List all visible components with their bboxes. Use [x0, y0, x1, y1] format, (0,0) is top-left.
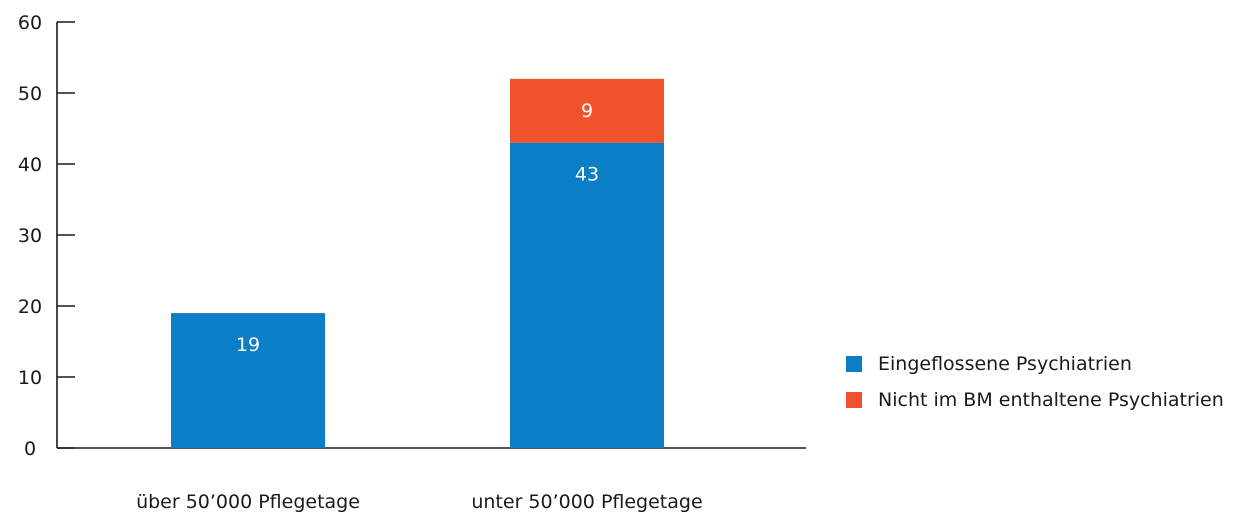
x-category-label: unter 50’000 Pflegetage: [471, 491, 702, 513]
y-tick-label: 0: [24, 438, 36, 460]
legend-item-nicht-im-bm: Nicht im BM enthaltene Psychiatrien: [846, 388, 1224, 412]
y-tick-label: 10: [18, 367, 42, 389]
y-tick-label: 30: [18, 225, 42, 247]
bar-value-label: 19: [236, 334, 260, 356]
y-tick-label: 20: [18, 296, 42, 318]
bar-segment: [510, 142, 664, 448]
x-category-label: über 50’000 Pflegetage: [136, 491, 360, 513]
bar-value-label: 43: [575, 164, 599, 186]
y-tick-label: 40: [18, 154, 42, 176]
y-tick-label: 50: [18, 83, 42, 105]
legend-swatch-nicht-im-bm: [846, 392, 862, 408]
legend-item-eingeflossene: Eingeflossene Psychiatrien: [846, 352, 1224, 376]
y-axis: 0 10 20 30 40 50 60: [18, 12, 75, 460]
bar-segment: [510, 78, 664, 143]
legend-label-nicht-im-bm: Nicht im BM enthaltene Psychiatrien: [878, 389, 1224, 411]
legend: Eingeflossene Psychiatrien Nicht im BM e…: [846, 352, 1224, 424]
legend-label-eingeflossene: Eingeflossene Psychiatrien: [878, 353, 1132, 375]
bars: 19 43 9: [171, 78, 664, 448]
legend-swatch-eingeflossene: [846, 356, 862, 372]
category-labels: über 50’000 Pflegetage unter 50’000 Pfleg…: [136, 491, 703, 513]
bar-segment: [171, 313, 325, 448]
bar-value-label: 9: [581, 100, 593, 122]
y-tick-label: 60: [18, 12, 42, 34]
